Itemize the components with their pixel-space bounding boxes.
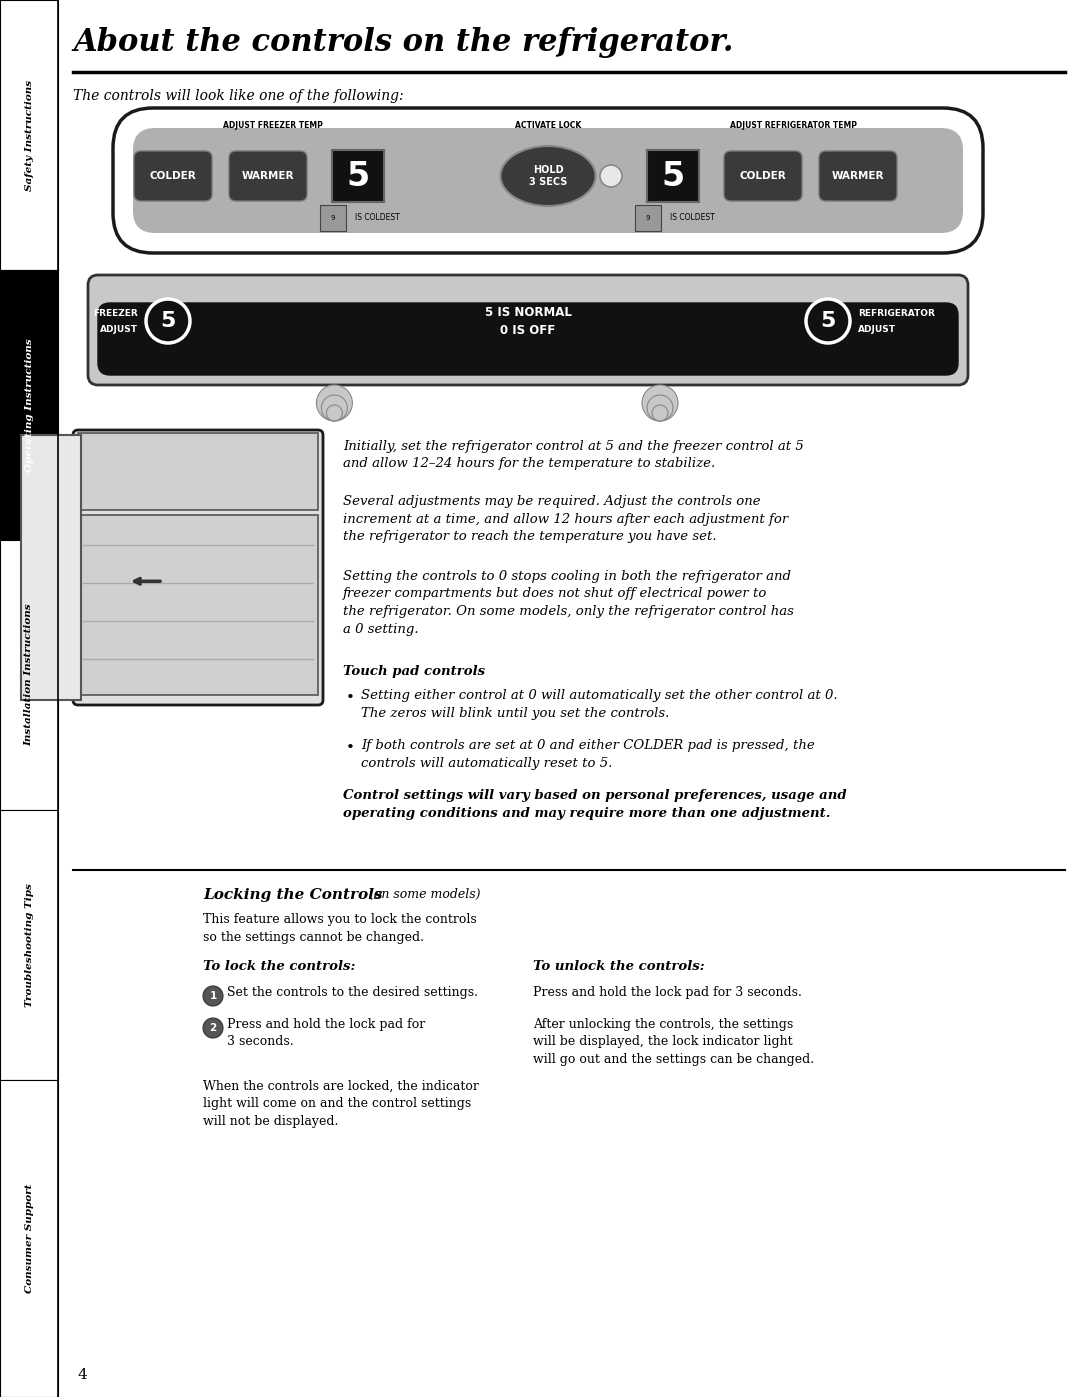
Text: Installation Instructions: Installation Instructions bbox=[25, 604, 33, 746]
Text: WARMER: WARMER bbox=[832, 170, 885, 182]
Text: IS COLDEST: IS COLDEST bbox=[355, 214, 400, 222]
Text: Setting the controls to 0 stops cooling in both the refrigerator and
freezer com: Setting the controls to 0 stops cooling … bbox=[343, 570, 794, 636]
Text: Control settings will vary based on personal preferences, usage and
operating co: Control settings will vary based on pers… bbox=[343, 789, 847, 820]
Bar bbox=[647, 149, 699, 203]
Text: •: • bbox=[346, 740, 355, 754]
Text: Consumer Support: Consumer Support bbox=[25, 1183, 33, 1294]
Text: The controls will look like one of the following:: The controls will look like one of the f… bbox=[73, 89, 404, 103]
FancyBboxPatch shape bbox=[819, 151, 897, 201]
Text: This feature allows you to lock the controls
so the settings cannot be changed.: This feature allows you to lock the cont… bbox=[203, 914, 476, 943]
Bar bbox=[0, 541, 58, 810]
Circle shape bbox=[652, 405, 669, 420]
Text: ADJUST FREEZER TEMP: ADJUST FREEZER TEMP bbox=[224, 122, 323, 130]
Ellipse shape bbox=[600, 165, 622, 187]
Text: 5: 5 bbox=[347, 159, 369, 193]
Text: Troubleshooting Tips: Troubleshooting Tips bbox=[25, 883, 33, 1007]
Text: 4: 4 bbox=[78, 1368, 87, 1382]
Circle shape bbox=[326, 405, 342, 420]
Text: To lock the controls:: To lock the controls: bbox=[203, 960, 355, 972]
Bar bbox=[78, 515, 318, 694]
Text: 1: 1 bbox=[210, 990, 217, 1002]
Text: WARMER: WARMER bbox=[242, 170, 294, 182]
Text: COLDER: COLDER bbox=[150, 170, 197, 182]
Circle shape bbox=[203, 986, 222, 1006]
FancyBboxPatch shape bbox=[134, 151, 212, 201]
FancyBboxPatch shape bbox=[87, 275, 968, 386]
FancyBboxPatch shape bbox=[724, 151, 802, 201]
Text: FREEZER: FREEZER bbox=[93, 309, 138, 317]
Text: Initially, set the refrigerator control at 5 and the freezer control at 5
and al: Initially, set the refrigerator control … bbox=[343, 440, 804, 471]
Text: Operating Instructions: Operating Instructions bbox=[25, 338, 33, 472]
Circle shape bbox=[642, 386, 678, 420]
Bar bbox=[0, 810, 58, 1080]
Bar bbox=[78, 433, 318, 510]
FancyBboxPatch shape bbox=[229, 151, 307, 201]
Text: If both controls are set at 0 and either COLDER pad is pressed, the
controls wil: If both controls are set at 0 and either… bbox=[361, 739, 814, 770]
Text: ADJUST: ADJUST bbox=[858, 324, 896, 334]
Circle shape bbox=[316, 386, 352, 420]
Circle shape bbox=[806, 299, 850, 344]
Text: 9: 9 bbox=[330, 215, 335, 221]
Circle shape bbox=[322, 395, 348, 420]
Text: Touch pad controls: Touch pad controls bbox=[343, 665, 485, 678]
Bar bbox=[0, 0, 58, 270]
Text: 9: 9 bbox=[646, 215, 650, 221]
Text: REFRIGERATOR: REFRIGERATOR bbox=[858, 309, 935, 317]
Text: Press and hold the lock pad for 3 seconds.: Press and hold the lock pad for 3 second… bbox=[534, 986, 801, 999]
Bar bbox=[0, 1080, 58, 1397]
Circle shape bbox=[647, 395, 673, 420]
FancyBboxPatch shape bbox=[73, 430, 323, 705]
Text: 5: 5 bbox=[160, 312, 176, 331]
Bar bbox=[21, 434, 81, 700]
Bar bbox=[0, 270, 58, 541]
Bar bbox=[332, 149, 384, 203]
FancyBboxPatch shape bbox=[133, 129, 963, 233]
Text: Set the controls to the desired settings.: Set the controls to the desired settings… bbox=[227, 986, 478, 999]
Text: (on some models): (on some models) bbox=[365, 888, 481, 901]
Text: HOLD
3 SECS: HOLD 3 SECS bbox=[529, 165, 567, 187]
Text: After unlocking the controls, the settings
will be displayed, the lock indicator: After unlocking the controls, the settin… bbox=[534, 1018, 814, 1066]
Text: Locking the Controls: Locking the Controls bbox=[203, 888, 382, 902]
Text: When the controls are locked, the indicator
light will come on and the control s: When the controls are locked, the indica… bbox=[203, 1080, 478, 1127]
FancyBboxPatch shape bbox=[98, 303, 958, 374]
Text: IS COLDEST: IS COLDEST bbox=[670, 214, 715, 222]
Circle shape bbox=[146, 299, 190, 344]
Text: 2: 2 bbox=[210, 1023, 217, 1032]
Text: ADJUST REFRIGERATOR TEMP: ADJUST REFRIGERATOR TEMP bbox=[729, 122, 856, 130]
Text: 5 IS NORMAL: 5 IS NORMAL bbox=[485, 306, 571, 319]
Text: ACTIVATE LOCK: ACTIVATE LOCK bbox=[515, 122, 581, 130]
Text: •: • bbox=[346, 692, 355, 705]
Text: Safety Instructions: Safety Instructions bbox=[25, 80, 33, 190]
Circle shape bbox=[203, 1018, 222, 1038]
FancyBboxPatch shape bbox=[113, 108, 983, 253]
Text: COLDER: COLDER bbox=[740, 170, 786, 182]
Text: 0 IS OFF: 0 IS OFF bbox=[500, 324, 555, 337]
Text: To unlock the controls:: To unlock the controls: bbox=[534, 960, 704, 972]
Text: Several adjustments may be required. Adjust the controls one
increment at a time: Several adjustments may be required. Adj… bbox=[343, 495, 788, 543]
Text: ADJUST: ADJUST bbox=[100, 324, 138, 334]
Text: Press and hold the lock pad for
3 seconds.: Press and hold the lock pad for 3 second… bbox=[227, 1018, 426, 1048]
Text: 5: 5 bbox=[821, 312, 836, 331]
Text: About the controls on the refrigerator.: About the controls on the refrigerator. bbox=[73, 27, 733, 57]
Text: Setting either control at 0 will automatically set the other control at 0.
The z: Setting either control at 0 will automat… bbox=[361, 689, 838, 719]
Text: 5: 5 bbox=[661, 159, 685, 193]
Ellipse shape bbox=[500, 147, 595, 205]
